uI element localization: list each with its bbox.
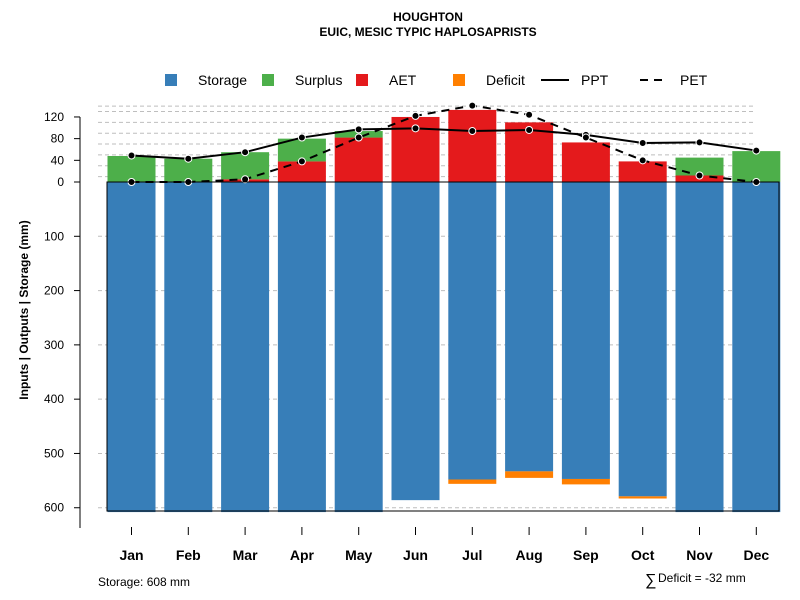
aet-bar: [277, 161, 326, 182]
y-tick-label: 40: [51, 153, 65, 167]
storage-note: Storage: 608 mm: [98, 575, 190, 589]
storage-bar: [448, 182, 497, 480]
ppt-point: [127, 151, 136, 160]
legend-swatch: [262, 74, 274, 86]
pet-line: [131, 104, 757, 183]
y-axis-label: Inputs | Outputs | Storage (mm): [17, 220, 31, 399]
pet-point: [411, 111, 420, 120]
storage-frame: [106, 181, 780, 512]
legend-label: Surplus: [295, 72, 342, 88]
y-tick-label: 400: [44, 392, 64, 406]
x-tick-label: Apr: [290, 547, 315, 563]
x-tick-label: Jul: [462, 547, 482, 563]
y-tick-label: 200: [44, 284, 64, 298]
y-tick-label: 300: [44, 338, 64, 352]
series-lines: [127, 101, 761, 186]
x-tick-label: Aug: [515, 547, 542, 563]
storage-bar: [732, 182, 781, 513]
y-tick-label: 100: [44, 229, 64, 243]
aet-bar: [448, 109, 497, 182]
x-tick-label: Jan: [119, 547, 143, 563]
storage-bar: [277, 182, 326, 513]
surplus-bar: [732, 151, 781, 182]
storage-bar: [675, 182, 724, 513]
deficit-bar: [561, 478, 610, 485]
ppt-point: [468, 127, 477, 136]
deficit-bar: [448, 479, 497, 484]
ppt-point: [695, 138, 704, 147]
y-tick-label: 0: [57, 175, 64, 189]
deficit-bar: [618, 496, 667, 499]
y-tick-label: 600: [44, 501, 64, 515]
legend: Storage Surplus AET Deficit PPT PET: [165, 72, 708, 88]
pet-point: [638, 156, 647, 165]
legend-swatch: [356, 74, 368, 86]
x-tick-label: Sep: [573, 547, 599, 563]
y-tick-label: 80: [51, 132, 65, 146]
ppt-point: [638, 138, 647, 147]
deficit-symbol: ∑: [645, 572, 656, 589]
legend-label: Deficit: [486, 72, 525, 88]
chart-title: HOUGHTON: [393, 10, 463, 24]
ppt-point: [297, 133, 306, 142]
pet-point: [241, 175, 250, 184]
bars: [107, 109, 781, 513]
storage-bar: [221, 182, 270, 513]
surplus-bar: [675, 157, 724, 176]
storage-bar: [561, 182, 610, 479]
x-tick-label: May: [345, 547, 372, 563]
surplus-bar: [221, 152, 270, 180]
x-tick-label: Nov: [686, 547, 713, 563]
storage-bar: [164, 182, 213, 513]
pet-point: [468, 101, 477, 110]
deficit-bar: [505, 471, 554, 478]
pet-point: [297, 157, 306, 166]
storage-bar: [618, 182, 667, 497]
ppt-line: [131, 127, 757, 160]
pet-point: [581, 133, 590, 142]
surplus-bar: [107, 155, 156, 182]
ppt-point: [241, 148, 250, 157]
x-tick-label: Feb: [176, 547, 201, 563]
storage-bar: [505, 182, 554, 472]
surplus-bar: [164, 158, 213, 182]
pet-point: [525, 110, 534, 119]
deficit-note: Deficit = -32 mm: [658, 571, 746, 585]
x-tick-label: Dec: [743, 547, 769, 563]
x-tick-label: Jun: [403, 547, 428, 563]
legend-swatch: [165, 74, 177, 86]
ppt-point: [752, 146, 761, 155]
pet-point: [695, 171, 704, 180]
ppt-point: [354, 125, 363, 134]
legend-label: PET: [680, 72, 708, 88]
legend-label: AET: [389, 72, 417, 88]
y-tick-label: 500: [44, 446, 64, 460]
aet-bar: [561, 142, 610, 182]
legend-swatch: [453, 74, 465, 86]
ppt-point: [411, 124, 420, 133]
x-tick-label: Oct: [631, 547, 655, 563]
legend-label: PPT: [581, 72, 609, 88]
x-tick-label: Mar: [233, 547, 258, 563]
aet-bar: [618, 161, 667, 182]
ppt-point: [184, 154, 193, 163]
storage-bar: [391, 182, 440, 501]
y-tick-label: 120: [44, 110, 64, 124]
storage-bar: [334, 182, 383, 513]
pet-point: [354, 133, 363, 142]
chart-subtitle: EUIC, MESIC TYPIC HAPLOSAPRISTS: [319, 25, 536, 39]
legend-label: Storage: [198, 72, 247, 88]
storage-bar: [107, 182, 156, 513]
ppt-point: [525, 125, 534, 134]
